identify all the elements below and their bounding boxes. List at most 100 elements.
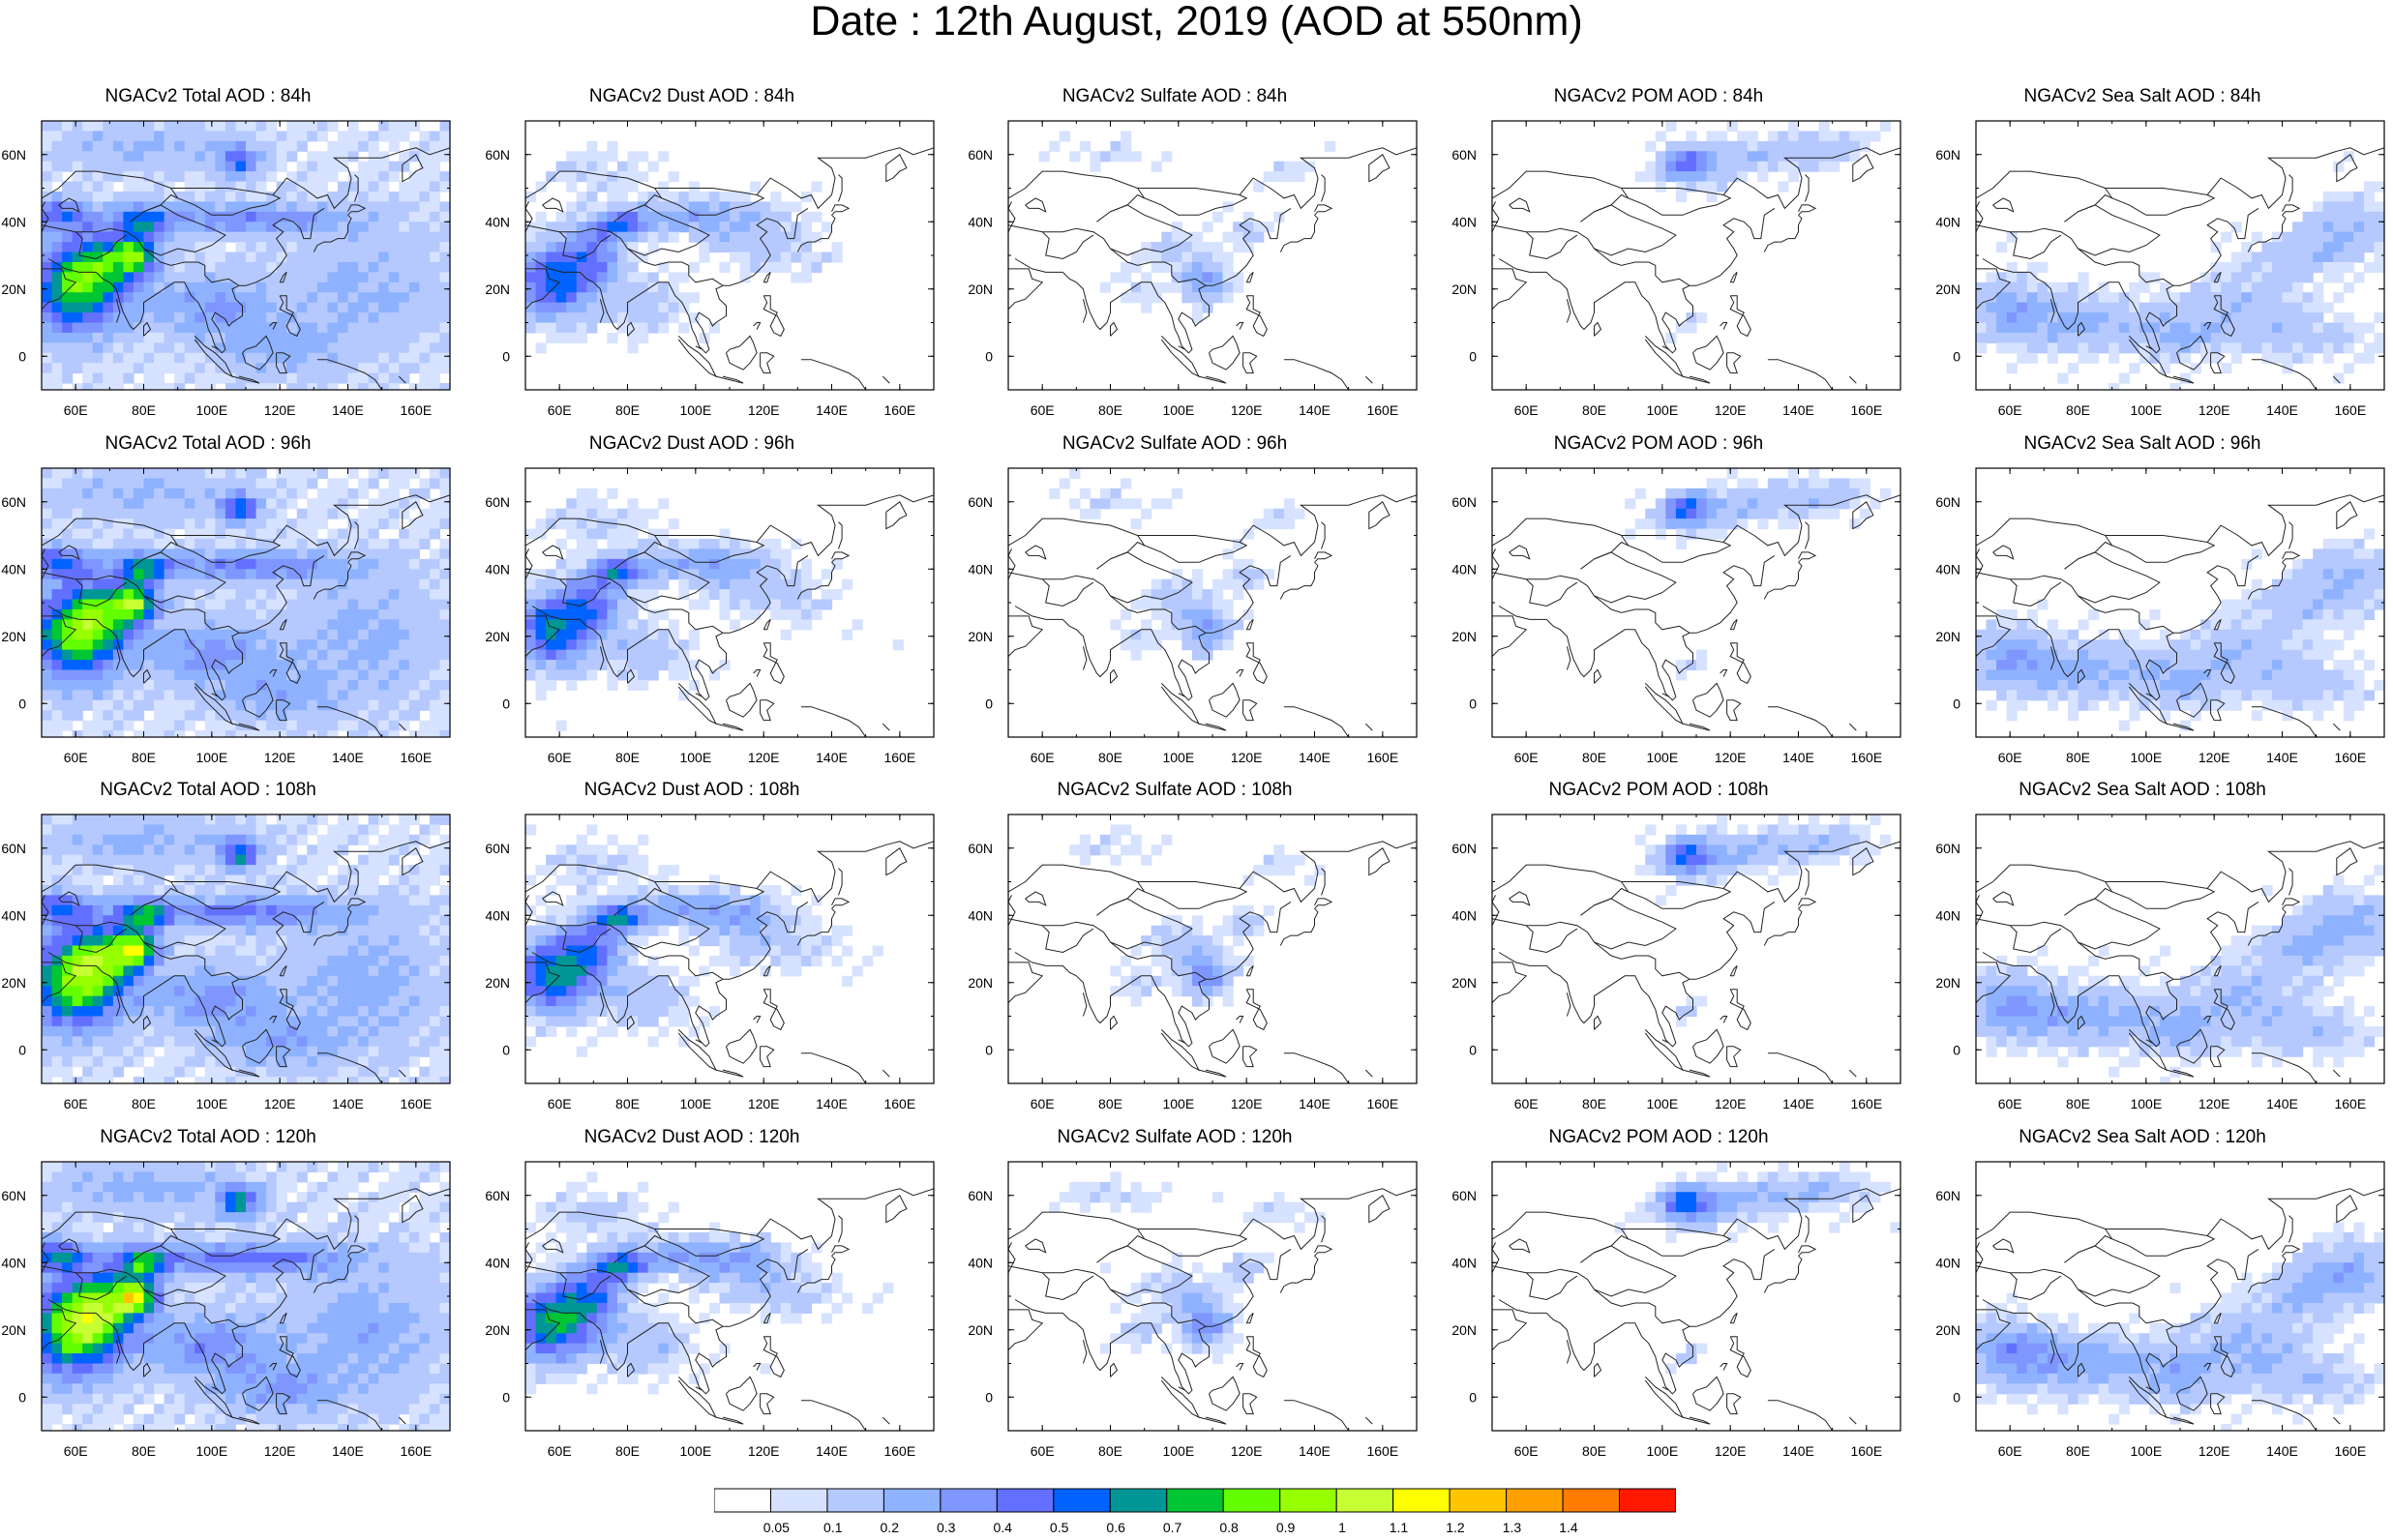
lon-tick-label: 80E [1582, 402, 1606, 418]
colorbar-label: 1.2 [1446, 1520, 1465, 1535]
lon-tick-label: 80E [1582, 1443, 1606, 1459]
colorbar-label: 0.1 [823, 1520, 843, 1535]
lat-tick-label: 20N [1, 1322, 26, 1338]
colorbar-swatch [1450, 1489, 1506, 1512]
lon-tick-label: 140E [332, 402, 364, 418]
lat-tick-label: 60N [485, 841, 510, 856]
lon-tick-label: 100E [2130, 750, 2162, 765]
lat-tick-label: 40N [1451, 907, 1477, 923]
aod-field [42, 468, 451, 741]
lon-tick-label: 60E [1514, 402, 1539, 418]
lat-tick-label: 40N [968, 214, 993, 229]
lon-tick-label: 120E [748, 1443, 780, 1459]
lon-tick-label: 60E [1031, 402, 1055, 418]
lon-tick-label: 120E [1715, 1443, 1747, 1459]
lon-tick-label: 120E [264, 402, 296, 418]
lat-tick-label: 40N [1935, 907, 1960, 923]
lat-tick-label: 40N [1935, 561, 1960, 577]
lon-tick-label: 120E [748, 402, 780, 418]
lon-tick-label: 120E [2199, 750, 2230, 765]
colorbar-label: 0.3 [937, 1520, 956, 1535]
lat-tick-label: 40N [968, 1255, 993, 1270]
lon-tick-label: 60E [1998, 1096, 2022, 1111]
lon-tick-label: 140E [1782, 750, 1814, 765]
lat-tick-label: 20N [485, 1322, 510, 1338]
lat-tick-label: 0 [18, 1042, 26, 1057]
lat-tick-label: 0 [18, 696, 26, 711]
lon-tick-label: 140E [332, 750, 364, 765]
lon-tick-label: 120E [2199, 1096, 2230, 1111]
lat-tick-label: 40N [1, 907, 26, 923]
lat-tick-label: 60N [1935, 147, 1960, 163]
lat-tick-label: 0 [1953, 1042, 1960, 1057]
lat-tick-label: 20N [1451, 1322, 1477, 1338]
lon-tick-label: 60E [548, 402, 572, 418]
lat-tick-label: 40N [1935, 214, 1960, 229]
lon-tick-label: 160E [1850, 402, 1882, 418]
lon-tick-label: 140E [1299, 750, 1331, 765]
lon-tick-label: 160E [883, 750, 915, 765]
lon-tick-label: 60E [64, 1096, 88, 1111]
lon-tick-label: 80E [1582, 750, 1606, 765]
colorbar-label: 1.3 [1503, 1520, 1522, 1535]
lat-tick-label: 60N [968, 147, 993, 163]
lat-tick-label: 0 [502, 1389, 510, 1405]
colorbar-swatch [714, 1489, 770, 1512]
lat-tick-label: 60N [1935, 841, 1960, 856]
lat-tick-label: 40N [1, 214, 26, 229]
lat-tick-label: 20N [968, 281, 993, 297]
lat-tick-label: 0 [18, 1389, 26, 1405]
lat-tick-label: 0 [1469, 1389, 1477, 1405]
lon-tick-label: 100E [1646, 1096, 1678, 1111]
colorbar-swatch [1167, 1489, 1223, 1512]
colorbar-label: 0.4 [993, 1520, 1012, 1535]
lat-tick-label: 40N [1451, 561, 1477, 577]
lat-tick-label: 60N [968, 494, 993, 510]
lon-tick-label: 160E [2334, 750, 2366, 765]
lat-tick-label: 0 [985, 1042, 993, 1057]
lon-tick-label: 120E [264, 1443, 296, 1459]
lon-tick-label: 160E [1850, 1096, 1882, 1111]
lat-tick-label: 40N [1935, 1255, 1960, 1270]
lon-tick-label: 140E [816, 1443, 848, 1459]
lat-tick-label: 0 [18, 348, 26, 364]
colorbar-swatch [997, 1489, 1053, 1512]
lon-tick-label: 80E [132, 402, 156, 418]
lat-tick-label: 40N [1451, 214, 1477, 229]
lon-tick-label: 60E [1998, 750, 2022, 765]
lon-tick-label: 60E [548, 1443, 572, 1459]
lon-tick-label: 60E [64, 750, 88, 765]
lat-tick-label: 20N [1, 629, 26, 644]
lat-tick-label: 40N [485, 907, 510, 923]
colorbar-swatch [1563, 1489, 1619, 1512]
lat-tick-label: 60N [1451, 147, 1477, 163]
lon-tick-label: 100E [679, 1096, 711, 1111]
lat-tick-label: 60N [1, 494, 26, 510]
lon-tick-label: 80E [1098, 1096, 1122, 1111]
lon-tick-label: 140E [816, 402, 848, 418]
lon-tick-label: 60E [1031, 1443, 1055, 1459]
lon-tick-label: 60E [1514, 1096, 1539, 1111]
lon-tick-label: 120E [1715, 402, 1747, 418]
lon-tick-label: 140E [1782, 1096, 1814, 1111]
lat-tick-label: 60N [968, 1188, 993, 1203]
lon-tick-label: 160E [400, 402, 432, 418]
lat-tick-label: 20N [968, 629, 993, 644]
